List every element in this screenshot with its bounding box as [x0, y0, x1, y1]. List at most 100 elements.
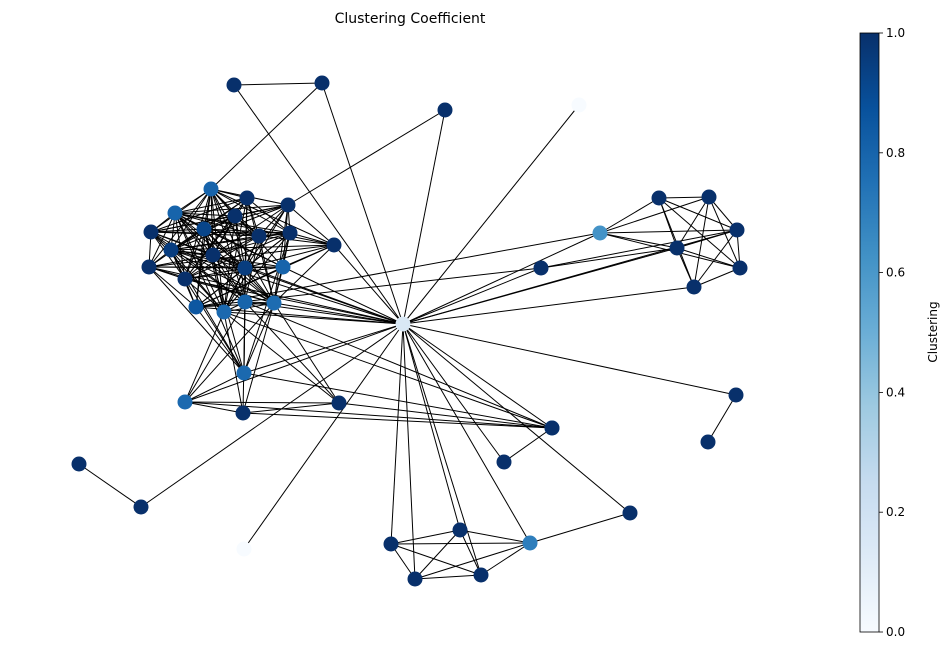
node-q1 [544, 420, 560, 436]
colorbar-label: Clustering [926, 301, 940, 362]
edge-c7-c9 [150, 231, 291, 234]
node-c4 [227, 208, 243, 224]
edge-l1-hub [402, 109, 446, 325]
edge-c21-hub [243, 323, 404, 374]
node-r1 [592, 225, 608, 241]
edge-c10-c20 [273, 244, 335, 304]
edge-c14-c17 [195, 267, 246, 308]
colorbar-ticks: 0.0 0.2 0.4 0.6 0.8 1.0 [879, 26, 905, 639]
edge-c5-c10 [287, 204, 335, 246]
colorbar: 0.0 0.2 0.4 0.6 0.8 1.0 Clustering [859, 26, 940, 639]
edge-r4-r8 [693, 196, 710, 288]
edge-b3-b4 [414, 574, 482, 580]
node-s1 [177, 394, 193, 410]
edge-r6-r7 [676, 247, 741, 269]
node-p2 [700, 434, 716, 450]
edge-r7-r8 [693, 267, 741, 288]
node-c11 [163, 242, 179, 258]
edge-c10-c14 [244, 244, 335, 269]
edge-c10-hub [333, 244, 404, 325]
node-c8 [251, 228, 267, 244]
edge-s4-c19 [244, 301, 553, 429]
edge-p1-hub [402, 323, 737, 396]
edge-c1-c13 [148, 188, 212, 268]
edge-c14-c18 [223, 267, 246, 313]
node-c7 [143, 224, 159, 240]
node-t1 [226, 77, 242, 93]
edge-c1-c10 [210, 188, 335, 246]
edge-c5-c20 [273, 204, 289, 304]
edge-s1-c19 [184, 301, 246, 403]
node-c20 [266, 295, 282, 311]
edge-s2-c19 [242, 301, 246, 414]
edge-r3-r4 [658, 196, 710, 199]
edge-c14-hub [244, 267, 404, 325]
node-c6 [196, 221, 212, 237]
edge-l1-c5 [287, 109, 446, 206]
edge-s3-c19 [244, 301, 340, 404]
edge-c20-hub [273, 302, 404, 325]
edge-c16-c20 [184, 278, 275, 304]
edge-b4-b5 [480, 542, 531, 576]
edge-c1-c11 [170, 188, 212, 251]
node-c15 [275, 259, 291, 275]
edge-c3-c18 [174, 212, 225, 313]
edge-q2-hub [402, 323, 505, 463]
edge-s2-c20 [242, 302, 275, 414]
edge-c2-c9 [246, 197, 291, 234]
node-r3 [651, 190, 667, 206]
node-c2 [239, 190, 255, 206]
edge-c2-c3 [174, 197, 248, 214]
node-w1 [71, 456, 87, 472]
edge-r4-r7 [708, 196, 741, 269]
node-s3 [331, 395, 347, 411]
edge-c10-c13 [148, 244, 335, 268]
edge-t2-c1 [210, 82, 323, 190]
edge-s4-c18 [223, 311, 553, 429]
edge-r1-r6 [599, 232, 678, 249]
edge-c8-c12 [212, 235, 260, 256]
edge-s2-c18 [223, 311, 244, 414]
node-z1 [236, 541, 252, 557]
node-c5 [280, 197, 296, 213]
node-t2 [314, 75, 330, 91]
edge-r4-r6 [676, 196, 710, 249]
edge-r1-r5 [599, 229, 738, 234]
node-r6 [669, 240, 685, 256]
node-hub [395, 316, 411, 332]
node-p1 [728, 387, 744, 403]
edge-c9-c11 [170, 232, 291, 251]
edge-c2-c7 [150, 197, 248, 233]
edge-b1-b2 [390, 529, 461, 545]
edge-c13-c17 [148, 266, 197, 308]
edge-s4-c21 [243, 372, 553, 429]
edge-s1-c20 [184, 302, 275, 403]
node-q2 [496, 454, 512, 470]
edge-c16-c18 [184, 278, 225, 313]
edge-c9-c12 [212, 232, 291, 256]
edge-s1-s2 [184, 401, 244, 414]
node-c1 [203, 181, 219, 197]
node-l2 [571, 97, 587, 113]
edge-c3-c10 [174, 212, 335, 246]
edge-w1-w2 [78, 463, 142, 508]
colorbar-gradient [859, 32, 880, 633]
edge-s3-c20 [273, 302, 340, 404]
edge-b2-hub [402, 323, 461, 531]
edge-layer [78, 82, 741, 580]
node-r5 [729, 222, 745, 238]
edge-b5-b6 [529, 512, 631, 544]
edge-c16-c21 [184, 278, 245, 374]
node-c18 [216, 304, 232, 320]
node-r4 [701, 189, 717, 205]
edge-b3-hub [402, 323, 416, 580]
node-r8 [686, 279, 702, 295]
edge-b1-b5 [390, 542, 531, 545]
edge-c6-c10 [203, 228, 335, 246]
edge-b3-b5 [414, 542, 531, 580]
edge-r3-r7 [658, 197, 741, 269]
node-w2 [133, 499, 149, 515]
edge-c15-hub [282, 266, 404, 325]
edge-c17-c20 [195, 302, 275, 308]
node-layer [71, 75, 748, 587]
